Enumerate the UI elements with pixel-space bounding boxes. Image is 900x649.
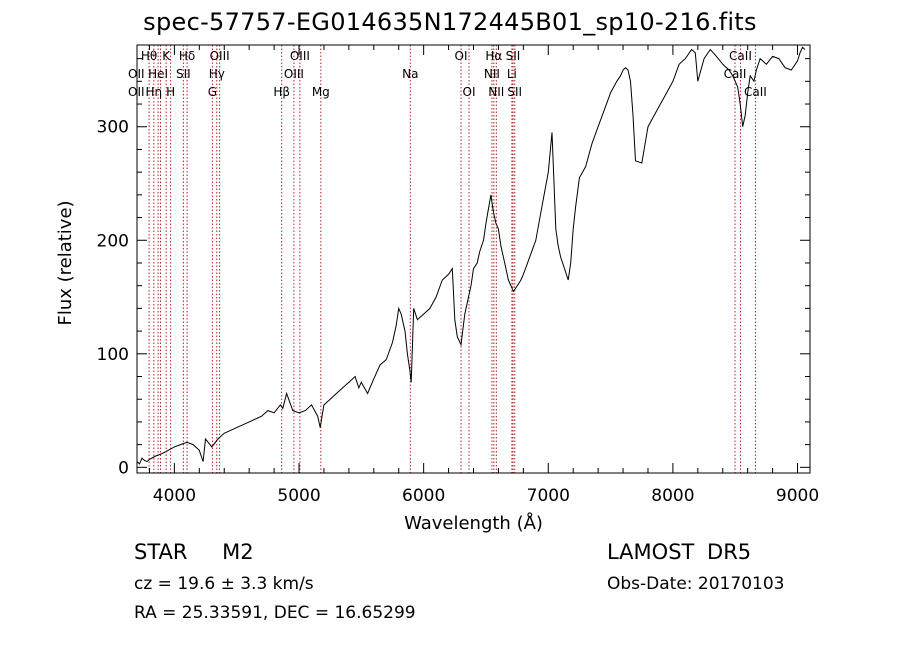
line-marker-label: OI xyxy=(455,49,468,63)
line-marker-label: Mg xyxy=(312,85,330,99)
line-marker-label: Hγ xyxy=(209,67,225,81)
line-marker-label: Li xyxy=(507,67,517,81)
line-marker-label: SII xyxy=(507,85,522,99)
line-marker-label: G xyxy=(208,85,217,99)
ra-dec-coordinates: RA = 25.33591, DEC = 16.65299 xyxy=(134,603,416,623)
y-tick-label: 300 xyxy=(97,118,129,138)
x-tick-label: 7000 xyxy=(527,486,570,506)
spectrum-line xyxy=(136,46,806,465)
line-marker-label: Na xyxy=(402,67,418,81)
line-marker-label: Hθ xyxy=(141,49,157,63)
line-marker-label: SII xyxy=(506,49,521,63)
chart-title: spec-57757-EG014635N172445B01_sp10-216.f… xyxy=(143,8,757,36)
line-marker-label: K xyxy=(162,49,171,63)
x-tick-label: 5000 xyxy=(277,486,320,506)
line-marker-label: CaII xyxy=(744,85,767,99)
survey-name: LAMOST DR5 xyxy=(607,540,752,564)
line-marker-label: Hα xyxy=(485,49,502,63)
x-tick-label: 4000 xyxy=(153,486,196,506)
x-tick-label: 8000 xyxy=(651,486,694,506)
line-marker-label: SII xyxy=(176,67,191,81)
line-marker-label: Hη xyxy=(146,85,163,99)
line-marker-label: NII xyxy=(488,85,504,99)
line-marker-label: CaII xyxy=(729,49,752,63)
line-marker-label: OIII xyxy=(284,67,304,81)
line-marker-label: Hδ xyxy=(179,49,195,63)
x-axis-label: Wavelength (Å) xyxy=(404,512,543,534)
x-tick-label: 9000 xyxy=(776,486,819,506)
y-axis-label: Flux (relative) xyxy=(55,200,76,325)
line-marker-label: HeI xyxy=(148,67,168,81)
line-marker-label: Hβ xyxy=(273,85,290,99)
line-marker-label: OI xyxy=(463,85,476,99)
line-marker-label: NII xyxy=(484,67,500,81)
line-marker-label: OIII xyxy=(290,49,310,63)
line-marker-label: OIII xyxy=(210,49,230,63)
y-tick-label: 200 xyxy=(97,231,129,251)
plot-frame xyxy=(136,44,811,474)
line-marker-label: OII xyxy=(128,85,145,99)
y-tick-label: 0 xyxy=(118,458,129,478)
object-class: STAR M2 xyxy=(134,540,254,564)
x-tick-label: 6000 xyxy=(402,486,445,506)
observation-date: Obs-Date: 20170103 xyxy=(607,574,785,594)
redshift-velocity: cz = 19.6 ± 3.3 km/s xyxy=(134,574,314,594)
y-tick-label: 100 xyxy=(97,345,129,365)
line-marker-label: OII xyxy=(128,67,145,81)
line-marker-label: CaII xyxy=(724,67,747,81)
line-marker-label: H xyxy=(166,85,175,99)
